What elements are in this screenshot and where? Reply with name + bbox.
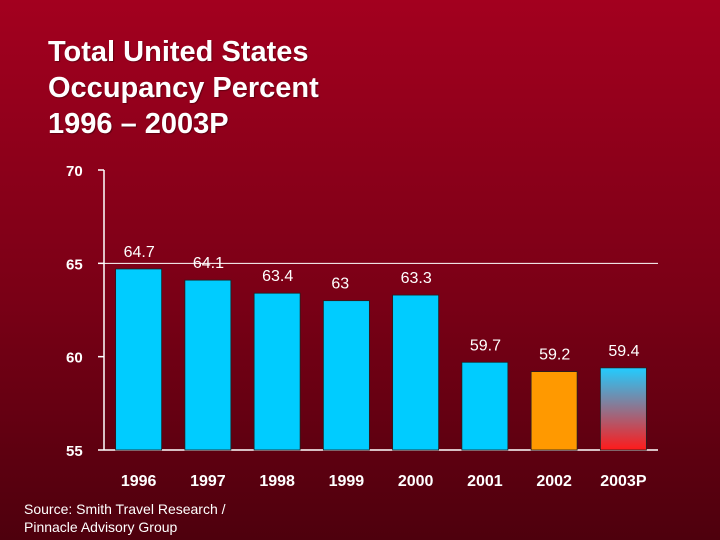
data-label-2000: 63.3 (401, 270, 432, 287)
source-line-1: Source: Smith Travel Research / (24, 501, 226, 517)
bar-1999 (322, 300, 370, 451)
bar-1996 (115, 268, 163, 451)
x-tick-label: 2000 (398, 473, 434, 490)
title-line-3: 1996 – 2003P (48, 108, 229, 140)
y-tick-label: 55 (66, 443, 83, 460)
title-line-1: Total United States (48, 36, 309, 68)
y-tick-label: 70 (66, 163, 83, 180)
labels: 70 65 60 55 64.7 1996 64.1 1997 63.4 1998 63 1999 63… (66, 163, 647, 490)
bar-1997 (184, 279, 232, 451)
data-label-1999: 63 (331, 276, 349, 293)
x-tick-label: 2002 (536, 473, 572, 490)
y-tick-label: 60 (66, 350, 83, 367)
source-note: Source: Smith Travel Research / Pinnacle… (24, 500, 226, 536)
chart-title: Total United States Occupancy Percent 19… (48, 34, 319, 142)
x-tick-label: 1996 (121, 473, 157, 490)
x-tick-label: 1997 (190, 473, 226, 490)
source-line-2: Pinnacle Advisory Group (24, 519, 178, 535)
bar-2003p (599, 367, 647, 451)
data-label-1997: 64.1 (193, 255, 224, 272)
title-line-2: Occupancy Percent (48, 72, 319, 104)
data-label-2003p: 59.4 (608, 343, 639, 360)
x-tick-label: 1999 (329, 473, 365, 490)
data-label-2002: 59.2 (539, 347, 570, 364)
bar-2001 (461, 361, 509, 451)
bars (115, 268, 647, 451)
x-tick-label: 1998 (259, 473, 295, 490)
data-label-2001: 59.7 (470, 337, 501, 354)
bar-2002 (530, 371, 578, 451)
y-tick-label: 65 (66, 256, 83, 273)
data-label-1996: 64.7 (124, 244, 155, 261)
x-tick-label: 2001 (467, 473, 503, 490)
bar-2000 (392, 294, 440, 451)
bar-1998 (253, 292, 301, 451)
data-label-1998: 63.4 (262, 268, 293, 285)
x-tick-label: 2003P (600, 473, 647, 490)
